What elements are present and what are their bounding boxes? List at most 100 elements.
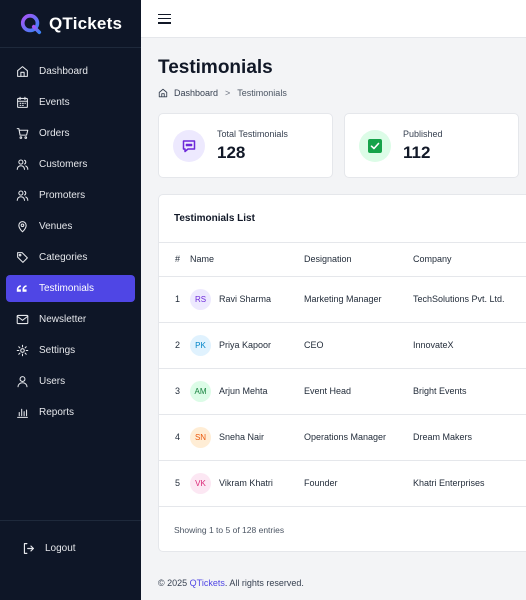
logout-icon (23, 543, 34, 554)
cell-designation: CEO (304, 322, 413, 369)
sidebar-item-settings[interactable]: Settings (6, 337, 135, 364)
table-row[interactable]: 2 PK Priya Kapoor CEO InnovateX (159, 322, 526, 369)
footer-prefix: © 2025 (158, 578, 190, 588)
dashboard-icon (17, 66, 28, 77)
logout-label: Logout (45, 543, 76, 554)
cell-number: 2 (159, 322, 190, 369)
stats-row: Total Testimonials 128 Published 112 (158, 113, 526, 178)
person-name: Sneha Nair (219, 432, 265, 442)
cell-name: AM Arjun Mehta (190, 368, 304, 415)
sidebar-item-newsletter[interactable]: Newsletter (6, 306, 135, 333)
sidebar-item-orders[interactable]: Orders (6, 120, 135, 147)
name-cell: PK Priya Kapoor (190, 334, 304, 356)
stat-value: 112 (403, 142, 431, 162)
sidebar-item-testimonials[interactable]: Testimonials (6, 275, 135, 302)
table-row[interactable]: 1 RS Ravi Sharma Marketing Manager TechSolut… (159, 276, 526, 323)
list-title: Testimonials List (159, 195, 526, 243)
sidebar-item-reports[interactable]: Reports (6, 399, 135, 426)
cell-designation: Founder (304, 460, 413, 507)
sidebar-nav: Dashboard Events Orders Customers Promoters V… (0, 58, 141, 430)
column-header-number: # (159, 243, 190, 277)
name-cell: RS Ravi Sharma (190, 288, 304, 310)
avatar: SN (190, 426, 211, 448)
sidebar-item-label: Venues (39, 221, 73, 232)
name-cell: VK Vikram Khatri (190, 472, 304, 494)
user-icon (17, 376, 28, 388)
sidebar-item-label: Dashboard (39, 66, 88, 77)
stat-card-total: Total Testimonials 128 (158, 113, 333, 178)
column-header-name: Name (190, 243, 304, 277)
testimonials-list-card: Testimonials List # Name Designation Com… (158, 194, 526, 552)
cart-icon (16, 128, 29, 139)
avatar: AM (190, 380, 211, 402)
sidebar-item-venues[interactable]: Venues (6, 213, 135, 240)
users-icon (16, 159, 29, 170)
sidebar: QTickets Dashboard Events Orders Customers P… (0, 0, 141, 600)
sidebar-item-label: Testimonials (39, 283, 95, 294)
bar-chart-icon (17, 408, 28, 418)
gear-icon (16, 344, 29, 357)
stat-label: Published (403, 128, 443, 139)
cell-company: Bright Events (413, 368, 526, 415)
page-footer: © 2025 QTickets. All rights reserved. (158, 578, 304, 588)
table-row[interactable]: 5 VK Vikram Khatri Founder Khatri Enterprise… (159, 460, 526, 507)
sidebar-item-label: Promoters (39, 190, 86, 201)
person-name: Priya Kapoor (219, 340, 272, 350)
breadcrumb-separator: > (225, 88, 231, 98)
sidebar-item-label: Newsletter (39, 314, 87, 325)
sidebar-item-users[interactable]: Users (6, 368, 135, 395)
user-group-icon (16, 190, 29, 201)
cell-designation: Marketing Manager (304, 276, 413, 323)
topbar (141, 0, 526, 38)
sidebar-item-label: Orders (39, 128, 70, 139)
sidebar-item-label: Categories (39, 252, 88, 263)
cell-name: PK Priya Kapoor (190, 322, 304, 369)
brand[interactable]: QTickets (0, 0, 141, 48)
sidebar-item-dashboard[interactable]: Dashboard (6, 58, 135, 85)
cell-name: VK Vikram Khatri (190, 460, 304, 507)
testimonials-table: # Name Designation Company 1 RS Ravi Sharm… (159, 243, 526, 507)
name-cell: SN Sneha Nair (190, 426, 304, 448)
breadcrumb-home-link[interactable]: Dashboard (174, 88, 219, 98)
cell-number: 5 (159, 460, 190, 507)
sidebar-item-categories[interactable]: Categories (6, 244, 135, 271)
cell-number: 1 (159, 276, 190, 323)
sidebar-item-label: Customers (39, 159, 88, 170)
sidebar-item-label: Users (39, 376, 66, 387)
mail-icon (16, 314, 29, 325)
table-body: 1 RS Ravi Sharma Marketing Manager TechSolut… (159, 276, 526, 507)
footer-brand-link[interactable]: QTickets (189, 578, 225, 588)
sidebar-bottom: Logout (0, 520, 141, 600)
table-row[interactable]: 4 SN Sneha Nair Operations Manager Dream Mak… (159, 414, 526, 461)
footer-suffix: . All rights reserved. (224, 578, 304, 588)
column-header-company: Company (413, 243, 526, 277)
calendar-icon (17, 96, 28, 108)
cell-number: 3 (159, 368, 190, 415)
avatar: VK (190, 472, 211, 494)
menu-toggle-icon[interactable] (158, 13, 171, 24)
person-name: Ravi Sharma (219, 294, 272, 304)
sidebar-item-customers[interactable]: Customers (6, 151, 135, 178)
qtickets-logo-icon (20, 13, 42, 34)
check-square-icon (359, 129, 391, 162)
breadcrumb-current: Testimonials (237, 88, 287, 98)
stat-value: 128 (217, 142, 246, 162)
tag-icon (17, 252, 28, 263)
sidebar-item-label: Settings (39, 345, 76, 356)
column-header-designation: Designation (304, 243, 413, 277)
logout-button[interactable]: Logout (12, 535, 129, 562)
cell-company: InnovateX (413, 322, 526, 369)
cell-number: 4 (159, 414, 190, 461)
cell-company: TechSolutions Pvt. Ltd. (413, 276, 526, 323)
sidebar-item-label: Reports (39, 407, 75, 418)
person-name: Vikram Khatri (219, 478, 273, 488)
pagination-info: Showing 1 to 5 of 128 entries (174, 525, 285, 535)
quote-icon (16, 285, 27, 292)
avatar: RS (190, 288, 211, 310)
table-header-row: # Name Designation Company (159, 243, 526, 277)
sidebar-item-events[interactable]: Events (6, 89, 135, 116)
map-pin-icon (18, 221, 27, 233)
table-row[interactable]: 3 AM Arjun Mehta Event Head Bright Events (159, 368, 526, 415)
sidebar-item-promoters[interactable]: Promoters (6, 182, 135, 209)
breadcrumb: Dashboard > Testimonials (158, 88, 287, 98)
